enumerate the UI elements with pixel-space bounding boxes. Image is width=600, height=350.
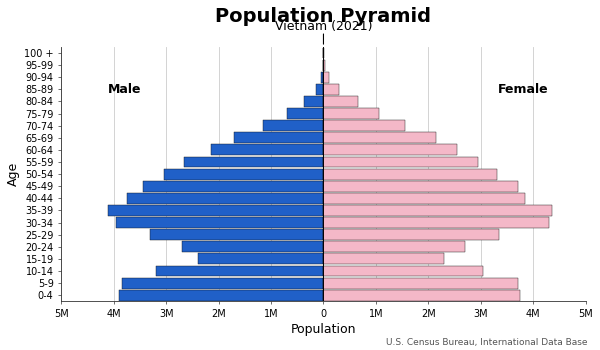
Bar [323,132,436,143]
Bar [184,156,323,167]
Bar [143,181,323,192]
Bar [155,266,323,276]
Title: Population Pyramid: Population Pyramid [215,7,431,26]
X-axis label: Population: Population [291,323,356,336]
Bar [323,205,551,216]
Bar [127,193,323,204]
Bar [323,181,518,192]
Bar [323,60,325,71]
Bar [263,120,323,131]
Bar [116,217,323,228]
Bar [323,156,478,167]
Bar [323,72,329,83]
Bar [304,96,323,107]
Bar [164,169,323,180]
Text: Female: Female [497,83,548,96]
Bar [109,205,323,216]
Bar [122,278,323,288]
Bar [323,278,518,288]
Bar [323,266,484,276]
Bar [211,145,323,155]
Bar [119,290,323,301]
Bar [323,217,549,228]
Bar [235,132,323,143]
Bar [323,120,405,131]
Bar [323,84,338,95]
Text: Vietnam (2021): Vietnam (2021) [275,20,372,33]
Bar [316,84,323,95]
Bar [287,108,323,119]
Bar [323,253,444,264]
Bar [323,169,497,180]
Bar [323,193,526,204]
Bar [323,96,358,107]
Bar [323,241,465,252]
Bar [182,241,323,252]
Bar [323,145,457,155]
Text: U.S. Census Bureau, International Data Base: U.S. Census Bureau, International Data B… [386,337,588,346]
Bar [321,72,323,83]
Bar [323,229,499,240]
Bar [323,290,520,301]
Bar [323,108,379,119]
Text: Male: Male [107,83,141,96]
Bar [197,253,323,264]
Y-axis label: Age: Age [7,162,20,186]
Bar [151,229,323,240]
